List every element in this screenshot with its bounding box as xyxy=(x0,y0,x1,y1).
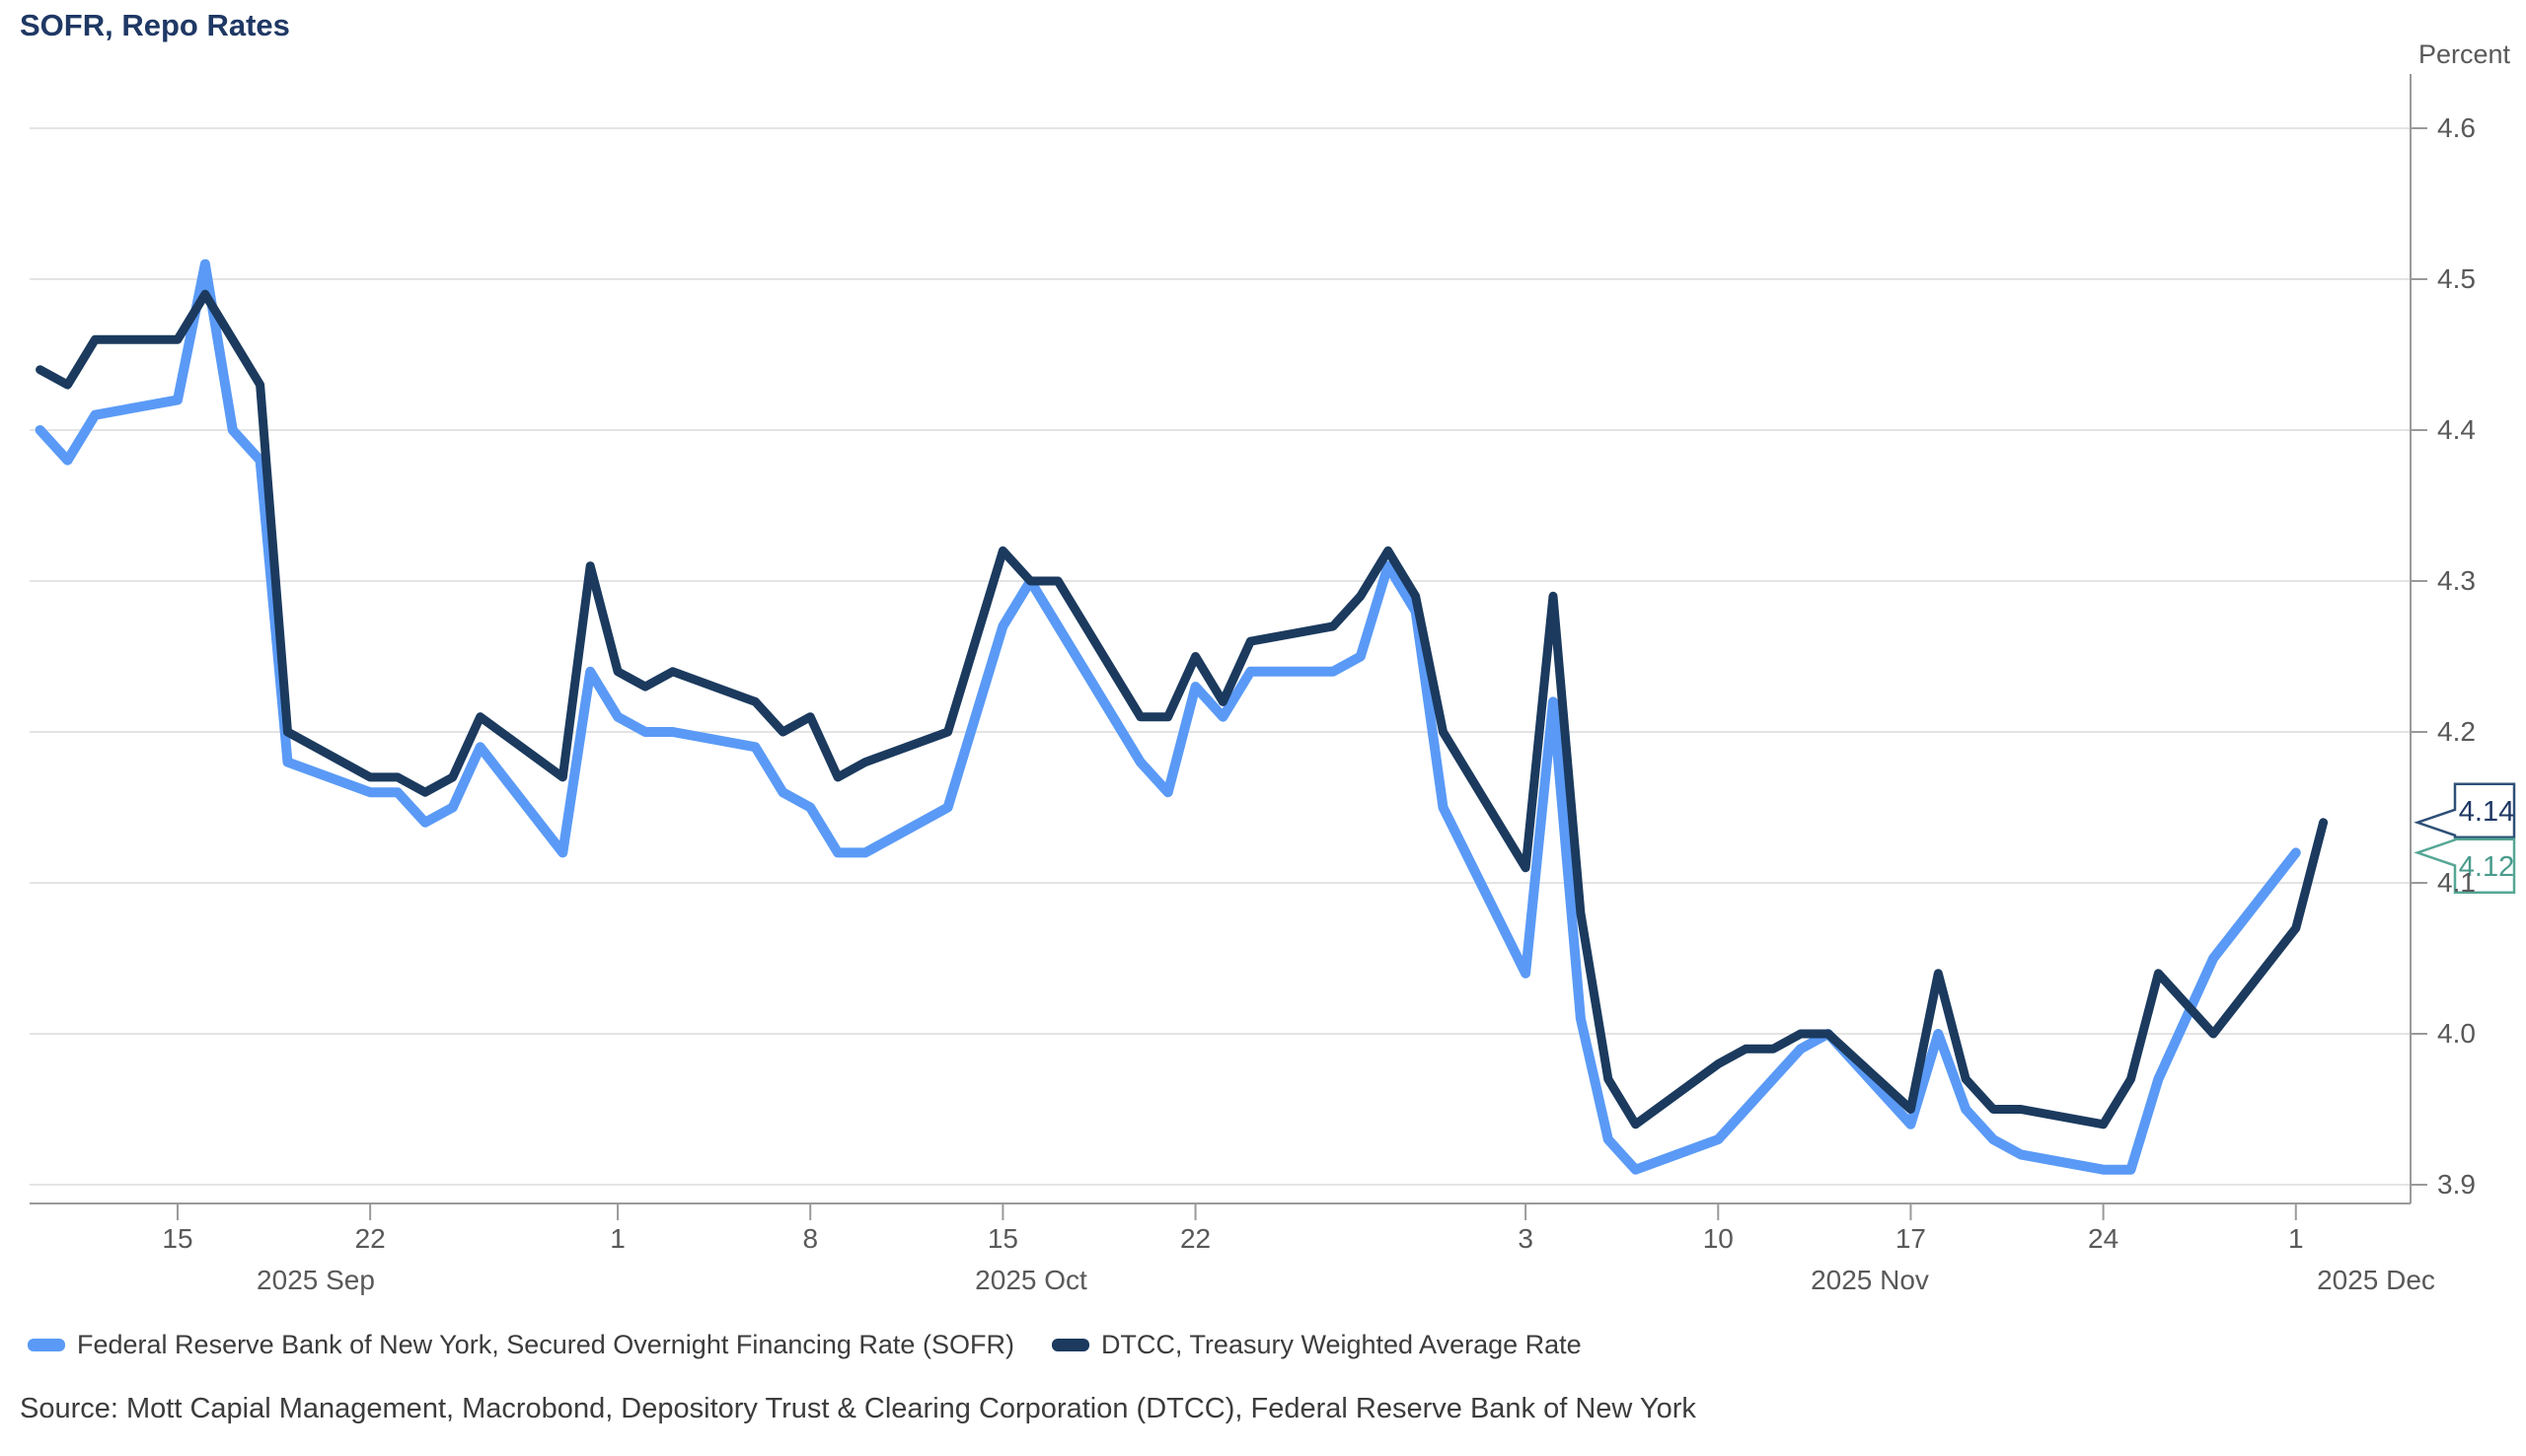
legend-label: Federal Reserve Bank of New York, Secure… xyxy=(77,1330,1014,1359)
x-tick-label: 8 xyxy=(802,1223,819,1254)
y-tick-label: 4.2 xyxy=(2437,716,2476,747)
x-tick-label: 15 xyxy=(162,1223,193,1254)
y-tick-label: 4.1 xyxy=(2437,867,2476,898)
callout-value-4.14: 4.14 xyxy=(2459,796,2514,828)
y-tick-label: 3.9 xyxy=(2437,1169,2476,1200)
x-tick-label: 24 xyxy=(2088,1223,2119,1254)
series-line-dtcc[interactable] xyxy=(36,289,2329,1129)
legend-label: DTCC, Treasury Weighted Average Rate xyxy=(1100,1330,1582,1359)
x-tick-label: 22 xyxy=(354,1223,386,1254)
x-month-label: 2025 Sep xyxy=(257,1265,375,1295)
x-tick-label: 3 xyxy=(1518,1223,1533,1254)
x-month-label: 2025 Oct xyxy=(975,1265,1087,1295)
callout-box-4.12 xyxy=(2414,837,2516,895)
source-text: Source: Mott Capial Management, Macrobon… xyxy=(20,1393,1696,1424)
legend: Federal Reserve Bank of New York, Secure… xyxy=(28,1330,1582,1360)
legend-item-sofr[interactable]: Federal Reserve Bank of New York, Secure… xyxy=(28,1330,1014,1360)
y-tick-label: 4.4 xyxy=(2437,414,2476,445)
chart-title: SOFR, Repo Rates xyxy=(20,8,290,42)
callout-value-4.12: 4.12 xyxy=(2459,851,2514,883)
y-axis-unit-label: Percent xyxy=(2417,39,2510,69)
legend-swatch-sofr xyxy=(28,1339,65,1351)
legend-item-dtcc[interactable]: DTCC, Treasury Weighted Average Rate xyxy=(1051,1330,1582,1360)
x-tick-label: 17 xyxy=(1894,1223,1927,1254)
x-month-label: 2025 Dec xyxy=(2317,1265,2435,1295)
y-tick-label: 4.0 xyxy=(2437,1018,2476,1049)
x-tick-label: 1 xyxy=(610,1223,626,1254)
x-month-label: 2025 Nov xyxy=(1811,1265,1929,1295)
y-tick-label: 4.6 xyxy=(2437,112,2476,143)
x-tick-label: 22 xyxy=(1179,1223,1212,1254)
series-line-sofr[interactable] xyxy=(35,258,2301,1175)
x-tick-label: 1 xyxy=(2287,1223,2304,1254)
callout-box-4.14 xyxy=(2414,782,2516,839)
x-tick-label: 15 xyxy=(987,1223,1018,1254)
y-tick-label: 4.5 xyxy=(2437,263,2476,294)
x-tick-label: 10 xyxy=(1702,1223,1734,1254)
legend-swatch-dtcc xyxy=(1051,1339,1089,1351)
y-tick-label: 4.3 xyxy=(2437,565,2476,596)
